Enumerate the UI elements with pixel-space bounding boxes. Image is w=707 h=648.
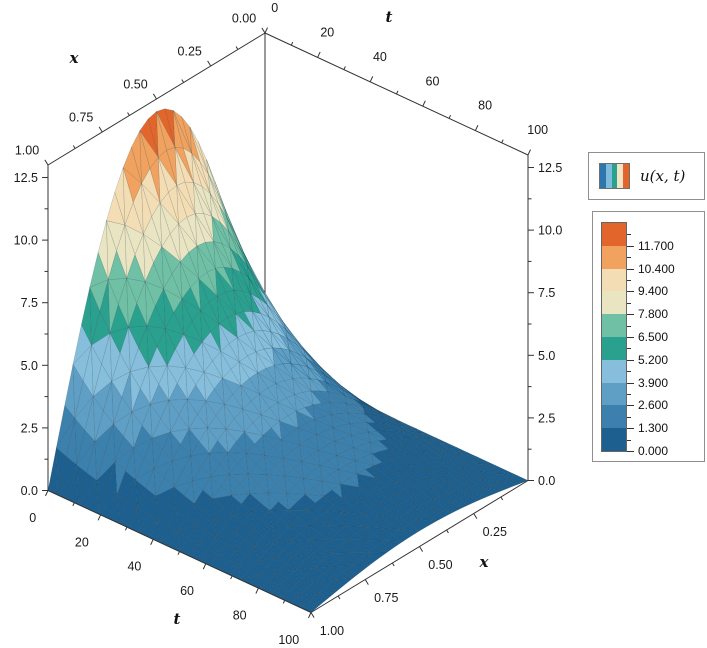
legend-swatch-stripe bbox=[605, 164, 612, 188]
t-axis-top-tick-label: 40 bbox=[373, 50, 387, 64]
t-axis-top-tick-label: 80 bbox=[478, 99, 492, 113]
colorbar-gradient-strip bbox=[601, 222, 627, 452]
colorbar-minor-tick bbox=[627, 348, 631, 350]
z-axis-left-tick-label: 5.0 bbox=[21, 359, 38, 373]
colorbar-minor-tick bbox=[627, 325, 631, 327]
colorbar-tick-label: 11.700 bbox=[638, 238, 674, 253]
x-axis-top-tick-label: 0.75 bbox=[69, 111, 93, 125]
colorbar-band bbox=[602, 359, 626, 383]
x-axis-top-tick-label: 0.25 bbox=[178, 45, 202, 59]
colorbar-tick-label: 3.900 bbox=[638, 375, 669, 390]
z-axis-left-tick-label: 0.0 bbox=[21, 484, 38, 498]
x-axis-bottom-tick-label: 0.75 bbox=[374, 591, 398, 605]
t-axis-top-tick-label: 100 bbox=[527, 123, 548, 137]
colorbar-band bbox=[602, 428, 626, 451]
x-axis-bottom-tick-label: 1.00 bbox=[320, 624, 344, 638]
colorbar-minor-tick bbox=[627, 394, 631, 395]
z-axis-right-tick-label: 2.5 bbox=[538, 411, 555, 425]
axes-lines-ticks bbox=[42, 27, 534, 619]
colorbar-tick-label: 10.400 bbox=[638, 261, 675, 276]
colorbar-band bbox=[602, 336, 626, 360]
colorbar-band bbox=[602, 291, 626, 315]
x-axis-top-tick-label: 0.50 bbox=[123, 78, 147, 92]
x-axis-title-bottom: x bbox=[479, 553, 490, 571]
surface-mesh bbox=[47, 108, 529, 613]
legend-swatch-stripe bbox=[617, 164, 624, 188]
colorbar-major-tick bbox=[627, 428, 634, 430]
colorbar-tick-label: 1.300 bbox=[638, 421, 669, 436]
t-axis-title-bottom: t bbox=[174, 610, 181, 628]
axis-tick-labels: 0.000.250.500.751.000204060801000.02.55.… bbox=[14, 1, 563, 647]
colorbar-minor-tick bbox=[627, 234, 631, 236]
colorbar-tick-label: 0.000 bbox=[638, 444, 669, 458]
legend: u(x, t) bbox=[588, 152, 705, 200]
z-axis-right-tick-label: 5.0 bbox=[538, 349, 555, 363]
colorbar-band bbox=[602, 405, 626, 429]
colorbar-tick-label: 9.400 bbox=[638, 284, 669, 299]
t-axis-title-top: t bbox=[386, 8, 393, 26]
colorbar-major-tick bbox=[627, 382, 634, 384]
colorbar: 11.700 10.400 9.400 7.800 6.500 5.200 3.900 2.6… bbox=[592, 211, 705, 462]
z-axis-left-tick-label: 2.5 bbox=[21, 421, 38, 435]
x-axis-top-tick-label: 0.00 bbox=[232, 12, 256, 26]
t-axis-top-tick-label: 60 bbox=[426, 74, 440, 88]
z-axis-left-tick-label: 12.5 bbox=[14, 171, 38, 185]
colorbar-minor-tick bbox=[627, 439, 631, 441]
colorbar-tick-label: 6.500 bbox=[638, 330, 669, 344]
colorbar-major-tick bbox=[627, 245, 634, 247]
axis-titles: x t t x bbox=[69, 8, 490, 628]
t-axis-top-tick-label: 0 bbox=[271, 1, 278, 15]
legend-swatch-stripe bbox=[600, 164, 606, 188]
legend-swatch-stripe bbox=[623, 164, 629, 188]
colorbar-major-tick bbox=[627, 451, 634, 452]
surface-plot: 0.000.250.500.751.000204060801000.02.55.… bbox=[14, 1, 563, 647]
t-axis-top-tick-label: 20 bbox=[320, 26, 334, 40]
z-axis-right-tick-label: 12.5 bbox=[538, 161, 562, 175]
x-axis-bottom-tick-label: 0.50 bbox=[428, 558, 452, 572]
x-axis-title-top: x bbox=[69, 49, 80, 67]
t-axis-bottom-tick-label: 80 bbox=[233, 609, 247, 623]
t-axis-bottom-tick-label: 0 bbox=[29, 511, 36, 525]
colorbar-band bbox=[602, 268, 626, 292]
legend-series-label: u(x, t) bbox=[640, 167, 686, 185]
z-axis-right-tick-label: 7.5 bbox=[538, 286, 555, 300]
colorbar-band bbox=[602, 382, 626, 406]
z-axis-right-tick-label: 0.0 bbox=[538, 474, 555, 488]
colorbar-tick-label: 2.600 bbox=[638, 398, 669, 413]
colorbar-minor-tick bbox=[627, 371, 631, 373]
colorbar-major-tick bbox=[627, 405, 634, 407]
colorbar-band bbox=[602, 245, 626, 269]
z-axis-right-tick-label: 10.0 bbox=[538, 224, 562, 238]
colorbar-minor-tick bbox=[627, 280, 631, 281]
colorbar-minor-tick bbox=[627, 302, 631, 304]
colorbar-band bbox=[602, 314, 626, 337]
legend-swatch-stripe bbox=[611, 164, 618, 188]
z-axis-left-tick-label: 10.0 bbox=[14, 234, 38, 248]
colorbar-band bbox=[602, 223, 626, 246]
t-axis-bottom-tick-label: 60 bbox=[180, 584, 194, 598]
colorbar-minor-tick bbox=[627, 416, 631, 418]
x-axis-bottom-tick-label: 0.25 bbox=[483, 525, 507, 539]
t-axis-bottom-tick-label: 20 bbox=[75, 535, 89, 549]
colorbar-tick-label: 5.200 bbox=[638, 352, 669, 367]
colorbar-minor-tick bbox=[627, 257, 631, 259]
colorbar-tick-label: 7.800 bbox=[638, 307, 669, 322]
x-axis-top-tick-label: 1.00 bbox=[15, 144, 39, 158]
colorbar-major-tick bbox=[627, 359, 634, 361]
z-axis-left-tick-label: 7.5 bbox=[21, 296, 38, 310]
legend-colormap-icon bbox=[599, 163, 630, 189]
colorbar-major-tick bbox=[627, 314, 634, 316]
t-axis-bottom-tick-label: 100 bbox=[278, 633, 299, 647]
t-axis-bottom-tick-label: 40 bbox=[127, 560, 141, 574]
colorbar-major-tick bbox=[627, 337, 634, 338]
colorbar-major-tick bbox=[627, 291, 634, 293]
colorbar-major-tick bbox=[627, 268, 634, 270]
